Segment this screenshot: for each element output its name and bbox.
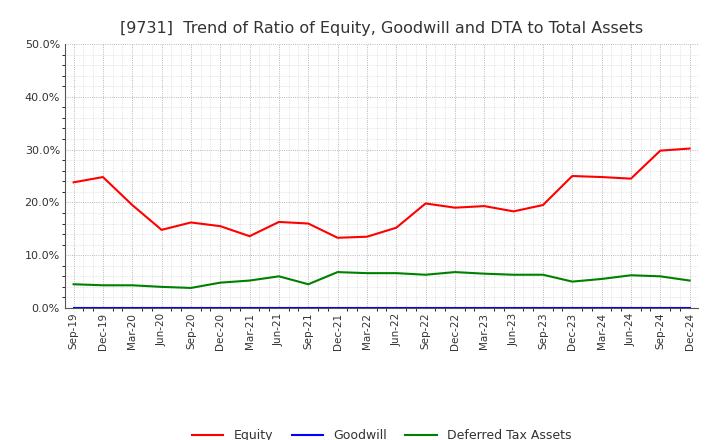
Equity (216, 224, 225, 229)
Goodwill (99, 305, 107, 311)
Goodwill (157, 305, 166, 311)
Equity (304, 221, 312, 226)
Goodwill (656, 305, 665, 311)
Goodwill (421, 305, 430, 311)
Deferred Tax Assets (216, 280, 225, 285)
Equity (539, 202, 547, 208)
Goodwill (568, 305, 577, 311)
Equity (451, 205, 459, 210)
Goodwill (304, 305, 312, 311)
Goodwill (539, 305, 547, 311)
Goodwill (509, 305, 518, 311)
Deferred Tax Assets (626, 273, 635, 278)
Goodwill (274, 305, 283, 311)
Deferred Tax Assets (656, 274, 665, 279)
Equity (685, 146, 694, 151)
Goodwill (480, 305, 489, 311)
Deferred Tax Assets (333, 269, 342, 275)
Equity (333, 235, 342, 240)
Goodwill (392, 305, 400, 311)
Deferred Tax Assets (421, 272, 430, 277)
Title: [9731]  Trend of Ratio of Equity, Goodwill and DTA to Total Assets: [9731] Trend of Ratio of Equity, Goodwil… (120, 21, 643, 36)
Equity (186, 220, 195, 225)
Deferred Tax Assets (451, 269, 459, 275)
Deferred Tax Assets (69, 282, 78, 287)
Equity (157, 227, 166, 232)
Goodwill (69, 305, 78, 311)
Equity (392, 225, 400, 231)
Equity (274, 219, 283, 224)
Deferred Tax Assets (274, 274, 283, 279)
Goodwill (128, 305, 137, 311)
Deferred Tax Assets (539, 272, 547, 277)
Legend: Equity, Goodwill, Deferred Tax Assets: Equity, Goodwill, Deferred Tax Assets (187, 424, 576, 440)
Deferred Tax Assets (392, 271, 400, 276)
Deferred Tax Assets (363, 271, 372, 276)
Goodwill (186, 305, 195, 311)
Equity (480, 203, 489, 209)
Goodwill (333, 305, 342, 311)
Goodwill (598, 305, 606, 311)
Equity (509, 209, 518, 214)
Equity (568, 173, 577, 179)
Deferred Tax Assets (304, 282, 312, 287)
Equity (246, 234, 254, 239)
Deferred Tax Assets (157, 284, 166, 290)
Deferred Tax Assets (99, 282, 107, 288)
Equity (128, 202, 137, 208)
Deferred Tax Assets (480, 271, 489, 276)
Goodwill (246, 305, 254, 311)
Equity (421, 201, 430, 206)
Line: Deferred Tax Assets: Deferred Tax Assets (73, 272, 690, 288)
Goodwill (451, 305, 459, 311)
Deferred Tax Assets (246, 278, 254, 283)
Goodwill (363, 305, 372, 311)
Deferred Tax Assets (509, 272, 518, 277)
Equity (363, 234, 372, 239)
Deferred Tax Assets (685, 278, 694, 283)
Equity (656, 148, 665, 153)
Deferred Tax Assets (128, 282, 137, 288)
Deferred Tax Assets (568, 279, 577, 284)
Deferred Tax Assets (598, 276, 606, 282)
Equity (69, 180, 78, 185)
Equity (626, 176, 635, 181)
Goodwill (216, 305, 225, 311)
Goodwill (685, 305, 694, 311)
Goodwill (626, 305, 635, 311)
Equity (99, 174, 107, 180)
Equity (598, 174, 606, 180)
Deferred Tax Assets (186, 285, 195, 290)
Line: Equity: Equity (73, 149, 690, 238)
